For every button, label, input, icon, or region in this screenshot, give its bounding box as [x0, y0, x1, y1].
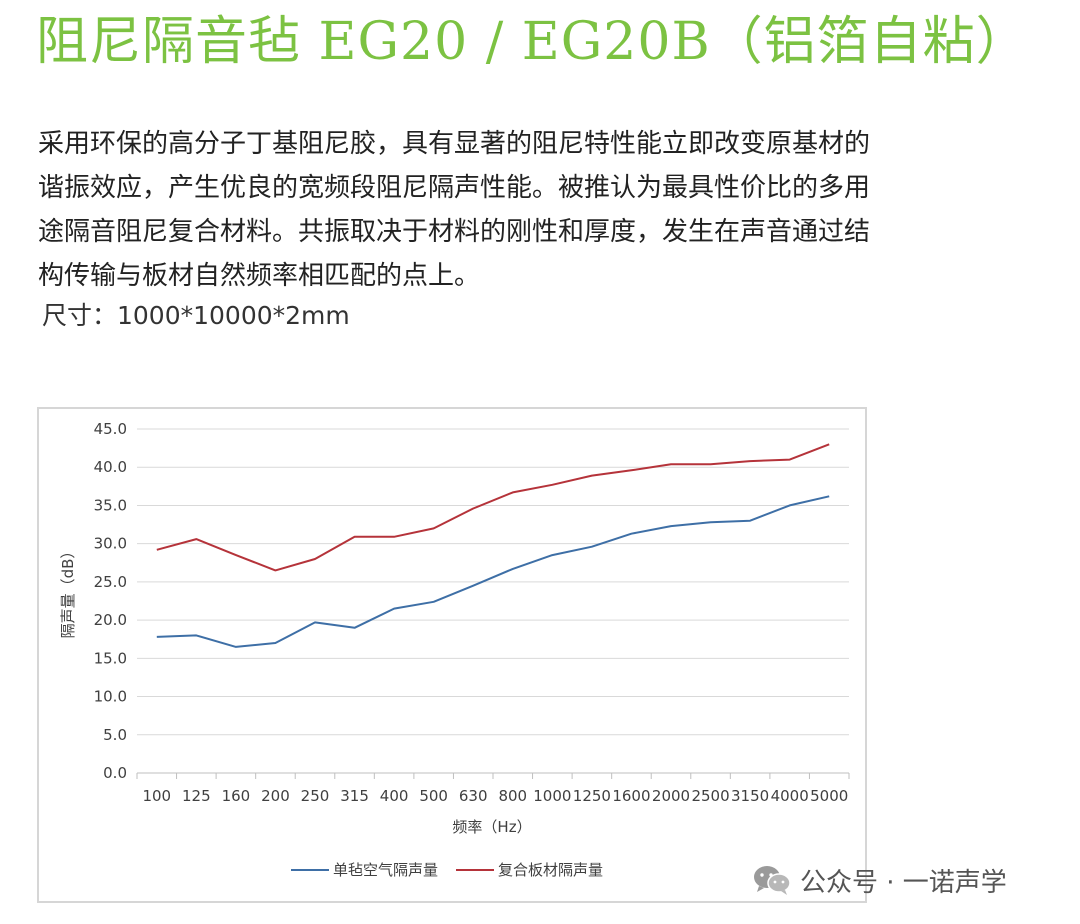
y-tick-label: 45.0: [94, 420, 127, 438]
sound-insulation-chart: 0.0 5.0 10.0 15.0 20.0 25.0 30.0 35.0 40.0 45.0 1…: [59, 420, 850, 879]
y-tick-label: 10.0: [94, 688, 127, 706]
x-tick-label: 160: [222, 787, 251, 805]
chart-axes: [136, 772, 850, 779]
legend-label: 单毡空气隔声量: [333, 861, 438, 879]
y-tick-label: 5.0: [103, 726, 127, 744]
description-line: 构传输与板材自然频率相匹配的点上。: [38, 261, 481, 291]
chart-legend: 单毡空气隔声量 复合板材隔声量: [291, 861, 603, 879]
product-size: 尺寸：1000*10000*2mm: [42, 301, 350, 330]
page-title: 阻尼隔音毡 EG20 / EG20B（铝箔自粘）: [36, 12, 1029, 72]
wechat-icon: [754, 866, 791, 895]
description-line: 谐振效应，产生优良的宽频段阻尼隔声性能。被推认为最具性价比的多用: [38, 173, 871, 203]
y-tick-label: 20.0: [94, 611, 127, 629]
y-tick-label: 25.0: [94, 573, 127, 591]
x-tick-label: 5000: [810, 787, 848, 805]
x-tick-label: 3150: [731, 787, 769, 805]
product-description: 采用环保的高分子丁基阻尼胶，具有显著的阻尼特性能立即改变原基材的 谐振效应，产生…: [38, 122, 968, 298]
x-tick-label: 4000: [771, 787, 809, 805]
x-tick-label: 250: [301, 787, 330, 805]
series-lines: [156, 443, 830, 648]
y-tick-label: 0.0: [103, 764, 127, 782]
x-tick-label: 1250: [573, 787, 611, 805]
grid-lines: [137, 428, 849, 736]
x-tick-label: 1000: [533, 787, 571, 805]
series-line: [156, 443, 830, 572]
x-tick-label: 800: [498, 787, 527, 805]
y-tick-label: 15.0: [94, 649, 127, 667]
x-tick-label: 125: [182, 787, 211, 805]
x-tick-label: 500: [419, 787, 448, 805]
watermark-text: 公众号 · 一诺声学: [800, 867, 1007, 898]
x-tick-label: 2500: [691, 787, 729, 805]
y-tick-label: 35.0: [94, 496, 127, 514]
y-axis-label: 隔声量（dB）: [59, 544, 77, 639]
x-tick-labels: 100 125 160 200 250 315 400 500 630 800 1000 1250 16…: [142, 787, 848, 805]
x-axis-label: 频率（Hz）: [452, 818, 531, 836]
series-line: [156, 495, 830, 648]
description-line: 途隔音阻尼复合材料。共振取决于材料的刚性和厚度，发生在声音通过结: [38, 217, 871, 247]
x-tick-label: 2000: [652, 787, 690, 805]
y-tick-labels: 0.0 5.0 10.0 15.0 20.0 25.0 30.0 35.0 40.0 45.0: [94, 420, 127, 782]
y-tick-label: 40.0: [94, 458, 127, 476]
x-tick-label: 100: [142, 787, 171, 805]
x-tick-label: 630: [459, 787, 488, 805]
x-tick-label: 200: [261, 787, 290, 805]
legend-label: 复合板材隔声量: [498, 861, 603, 879]
x-tick-label: 400: [380, 787, 409, 805]
x-tick-label: 1600: [612, 787, 650, 805]
x-tick-label: 315: [340, 787, 369, 805]
y-tick-label: 30.0: [94, 535, 127, 553]
description-line: 采用环保的高分子丁基阻尼胶，具有显著的阻尼特性能立即改变原基材的: [38, 129, 871, 159]
chart-container: 0.0 5.0 10.0 15.0 20.0 25.0 30.0 35.0 40.0 45.0 1…: [37, 407, 867, 903]
watermark: 公众号 · 一诺声学: [752, 862, 1007, 898]
